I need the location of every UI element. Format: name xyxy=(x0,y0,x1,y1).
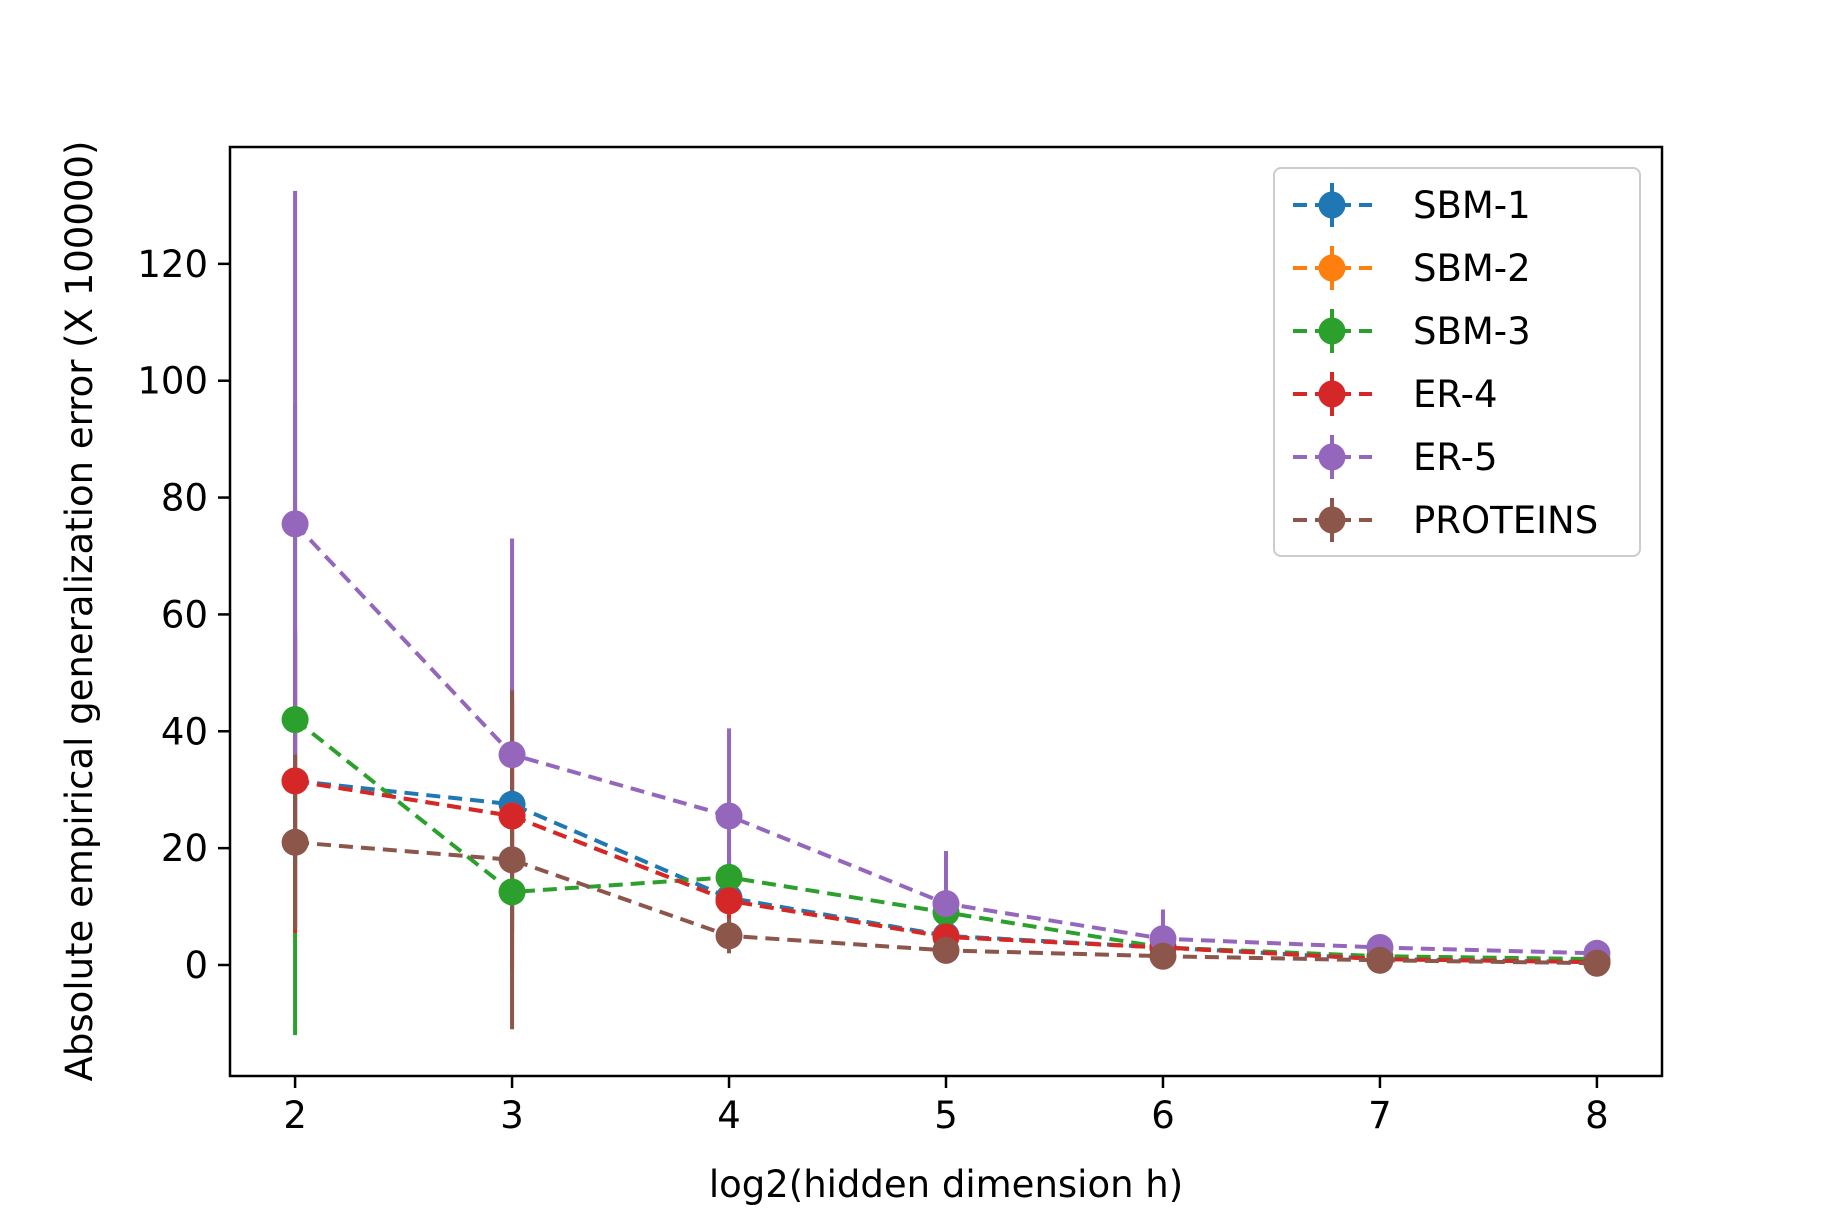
legend-marker xyxy=(1318,506,1346,534)
data-point-proteins xyxy=(498,846,526,874)
y-tick-label: 40 xyxy=(161,710,208,753)
x-axis-label: log2(hidden dimension h) xyxy=(709,1163,1183,1206)
y-tick-label: 80 xyxy=(161,477,208,520)
legend-label: ER-4 xyxy=(1413,373,1497,416)
data-point-er-5 xyxy=(932,890,960,918)
data-point-proteins xyxy=(1583,949,1611,977)
data-point-sbm-3 xyxy=(281,706,309,734)
data-point-er-5 xyxy=(498,741,526,769)
legend-marker xyxy=(1318,254,1346,282)
data-point-proteins xyxy=(715,922,743,950)
y-tick-label: 60 xyxy=(161,593,208,636)
y-tick-label: 120 xyxy=(137,243,208,286)
data-point-er-5 xyxy=(715,802,743,830)
x-tick-label: 8 xyxy=(1585,1094,1609,1137)
legend-label: SBM-1 xyxy=(1413,184,1531,227)
x-tick-label: 3 xyxy=(500,1094,524,1137)
data-point-er-4 xyxy=(715,887,743,915)
y-axis-label: Absolute empirical generalization error … xyxy=(58,141,101,1082)
y-tick-label: 0 xyxy=(184,944,208,987)
y-tick-label: 100 xyxy=(137,360,208,403)
data-point-proteins xyxy=(932,936,960,964)
legend-marker xyxy=(1318,191,1346,219)
legend-label: SBM-3 xyxy=(1413,310,1531,353)
data-point-proteins xyxy=(1366,946,1394,974)
data-point-er-4 xyxy=(498,802,526,830)
data-point-proteins xyxy=(281,828,309,856)
legend: SBM-1 SBM-2 SBM-3 ER-4 ER-5 PROTEINS xyxy=(1273,167,1641,557)
legend-label: ER-5 xyxy=(1413,436,1497,479)
data-point-proteins xyxy=(1149,942,1177,970)
legend-label: PROTEINS xyxy=(1413,499,1598,542)
x-tick-label: 4 xyxy=(717,1094,741,1137)
y-axis-ticks: 0 20 40 60 80 100 120 xyxy=(137,243,230,987)
data-points xyxy=(281,510,1611,977)
data-point-er-4 xyxy=(281,767,309,795)
y-tick-label: 20 xyxy=(161,827,208,870)
data-point-sbm-3 xyxy=(715,863,743,891)
legend-marker xyxy=(1318,380,1346,408)
legend-marker xyxy=(1318,317,1346,345)
data-point-sbm-3 xyxy=(498,878,526,906)
x-axis-ticks: 2 3 4 5 6 7 8 xyxy=(283,1076,1609,1137)
x-tick-label: 7 xyxy=(1368,1094,1392,1137)
legend-marker xyxy=(1318,443,1346,471)
legend-label: SBM-2 xyxy=(1413,247,1531,290)
x-tick-label: 2 xyxy=(283,1094,307,1137)
x-tick-label: 6 xyxy=(1151,1094,1175,1137)
data-point-er-5 xyxy=(281,510,309,538)
x-tick-label: 5 xyxy=(934,1094,958,1137)
